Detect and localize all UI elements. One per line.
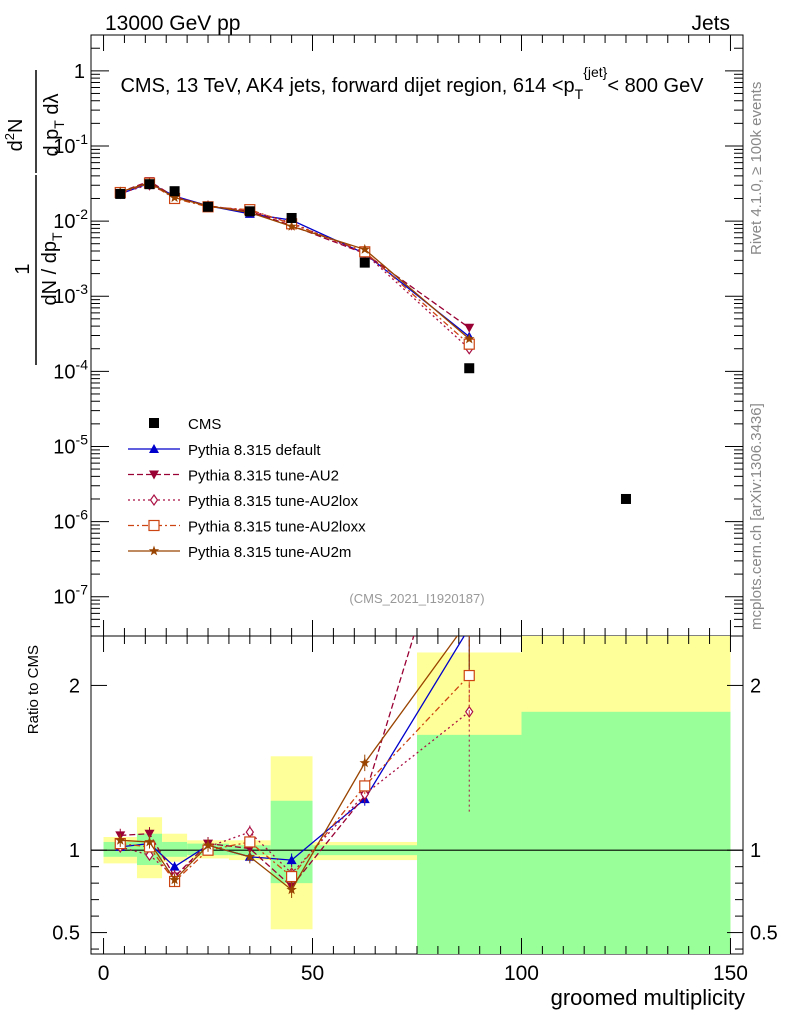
cms-data-point xyxy=(286,212,297,223)
ratio-series-line-4 xyxy=(120,636,458,891)
x-axis-label: groomed multiplicity xyxy=(551,985,745,1010)
ratio-series-point xyxy=(169,861,180,871)
stat-uncertainty-band-7 xyxy=(417,734,522,954)
legend-label-cms: CMS xyxy=(188,416,221,433)
main-y-tick-label: 10-6 xyxy=(53,507,88,534)
ratio-series-point xyxy=(359,780,371,792)
ratio-y-tick-label: 2 xyxy=(69,675,80,697)
legend-label-2: Pythia 8.315 tune-AU2lox xyxy=(188,493,359,510)
ratio-series-point xyxy=(144,836,155,847)
x-tick-label: 100 xyxy=(504,962,539,985)
legend-label-3: Pythia 8.315 tune-AU2loxx xyxy=(188,519,366,536)
main-series xyxy=(114,177,475,355)
svg-text:1: 1 xyxy=(12,263,34,274)
legend-marker-3 xyxy=(148,519,160,532)
main-y-tick-label: 10-5 xyxy=(53,431,88,458)
main-series-line-4 xyxy=(120,181,470,340)
stat-uncertainty-band-8 xyxy=(521,711,731,954)
ratio-series-point xyxy=(115,834,126,845)
cms-data-point xyxy=(620,493,631,504)
legend: CMS Pythia 8.315 default Pythia 8.315 tune… xyxy=(128,416,366,561)
legend-label-0: Pythia 8.315 default xyxy=(188,442,321,459)
ratio-series-point xyxy=(244,851,256,862)
ratio-series-line-3 xyxy=(120,675,470,883)
ratio-series-line-2 xyxy=(120,711,470,878)
legend-marker-1 xyxy=(149,470,159,480)
main-series-point xyxy=(286,220,297,231)
legend-marker-4 xyxy=(148,545,160,556)
main-y-tick-label: 10-2 xyxy=(53,206,88,233)
ratio-y-tick-label-right: 1 xyxy=(750,840,761,862)
cms-data-point xyxy=(244,206,255,217)
ratio-series-point xyxy=(286,884,297,895)
ratio-series-point xyxy=(144,829,155,839)
cms-data-point xyxy=(169,186,180,197)
ratio-y-tick-label-right: 0.5 xyxy=(750,923,778,945)
cms-data-point xyxy=(115,188,126,199)
cms-data-point xyxy=(203,201,214,212)
cms-data-point xyxy=(464,363,475,374)
legend-marker-2 xyxy=(149,493,159,507)
ratio-uncertainty-bands xyxy=(103,636,731,954)
main-y-ticks: 1 10-1 10-2 10-3 10-4 10-5 10-6 10-7 xyxy=(53,34,743,637)
main-y-tick-label: 10-3 xyxy=(53,281,88,308)
cms-data-point xyxy=(144,179,155,190)
ratio-series-point xyxy=(464,614,475,624)
main-y-tick-label: 1 xyxy=(74,61,85,83)
svg-text:dN / dpT: dN / dpT xyxy=(39,232,65,305)
main-y-tick-label: 10-7 xyxy=(53,582,88,609)
main-series-point xyxy=(464,333,475,344)
ratio-series-point xyxy=(286,870,298,883)
x-tick-label: 150 xyxy=(713,962,748,985)
ratio-series-point xyxy=(169,874,180,885)
ratio-y-axis-label: Ratio to CMS xyxy=(25,645,42,734)
main-y-tick-label: 10-4 xyxy=(53,356,88,383)
svg-text:d2N: d2N xyxy=(2,119,27,152)
legend-marker-0 xyxy=(149,444,159,453)
rivet-version-label: Rivet 4.1.0, ≥ 100k events xyxy=(748,82,765,255)
cms-data-points xyxy=(115,179,631,504)
main-series-line-0 xyxy=(120,182,470,338)
x-tick-label: 50 xyxy=(301,962,324,985)
header-left: 13000 GeV pp xyxy=(105,12,240,35)
chart-title: CMS, 13 TeV, AK4 jets, forward dijet reg… xyxy=(120,64,704,102)
stat-uncertainty-band-2 xyxy=(162,841,188,857)
main-y-axis-label: 1 dN / dpT d2N d pT dλ xyxy=(2,70,67,365)
ratio-series-point xyxy=(202,839,214,850)
cms-data-point xyxy=(359,257,370,268)
ratio-series-point xyxy=(286,855,297,865)
header-right: Jets xyxy=(691,12,730,35)
main-series-line-2 xyxy=(120,184,470,350)
mcplots-label: mcplots.cern.ch [arXiv:1306.3436] xyxy=(748,403,765,630)
main-y-tick-label: 10-1 xyxy=(53,131,88,158)
ratio-y-tick-label-right: 2 xyxy=(750,675,761,697)
ratio-y-tick-label: 1 xyxy=(69,840,80,862)
legend-label-1: Pythia 8.315 tune-AU2 xyxy=(188,468,339,485)
analysis-id: (CMS_2021_I1920187) xyxy=(349,591,484,606)
main-series-point xyxy=(464,323,475,333)
ratio-series-point xyxy=(464,451,474,460)
main-series-point xyxy=(169,192,180,203)
legend-label-4: Pythia 8.315 tune-AU2m xyxy=(188,544,351,561)
ratio-series-point xyxy=(463,669,475,682)
ratio-series-point xyxy=(359,757,370,768)
ratio-series-point xyxy=(464,623,474,632)
main-series-point xyxy=(359,243,370,254)
legend-marker-cms xyxy=(149,418,159,428)
ratio-series-point xyxy=(244,836,256,848)
ratio-series-point xyxy=(145,849,154,862)
ratio-y-tick-label: 0.5 xyxy=(52,923,80,945)
x-tick-label: 0 xyxy=(98,962,110,985)
ratio-series xyxy=(114,451,475,898)
main-series-line-3 xyxy=(120,182,470,345)
